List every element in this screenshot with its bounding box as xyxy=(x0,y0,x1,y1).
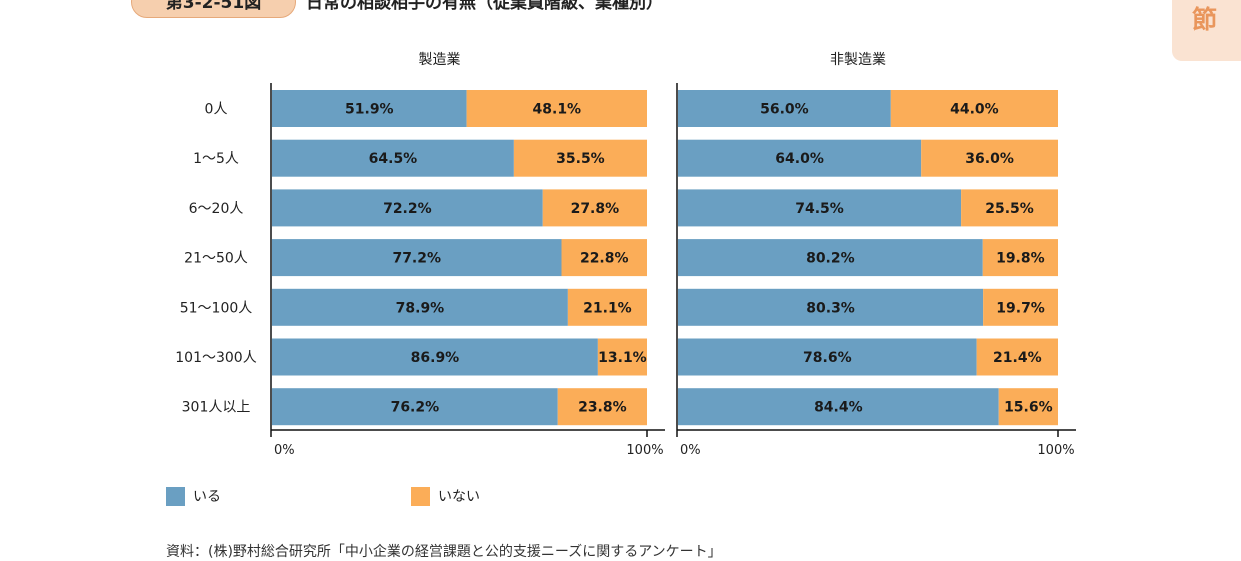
data-label-panel0-row3-series0: 77.2% xyxy=(392,251,441,267)
bar-panel0-row5-series1 xyxy=(597,338,647,376)
bar-panel0-row5-series0 xyxy=(272,338,598,376)
category-label-row0: 0人 xyxy=(205,102,228,118)
data-label-panel1-row3-series0: 80.2% xyxy=(806,251,855,267)
data-label-panel1-row3-series1: 19.8% xyxy=(996,251,1045,267)
data-label-panel0-row6-series0: 76.2% xyxy=(391,400,440,416)
x-tick-label-0-panel0: 0% xyxy=(274,443,295,458)
legend-label-inai: いない xyxy=(438,489,480,505)
legend-label-iru: いる xyxy=(193,489,221,505)
bar-panel1-row6-series1 xyxy=(998,388,1058,426)
data-label-panel1-row4-series0: 80.3% xyxy=(806,300,855,316)
figure-title: 日常の相談相手の有無（従業員階級、業種別） xyxy=(306,0,663,13)
bar-panel1-row4-series1 xyxy=(983,288,1058,326)
bar-panel1-row3-series1 xyxy=(982,239,1058,277)
data-label-panel0-row2-series1: 27.8% xyxy=(571,201,620,217)
bar-panel0-row2-series1 xyxy=(542,189,647,227)
bar-panel0-row0-series0 xyxy=(272,90,467,127)
data-label-panel0-row1-series0: 64.5% xyxy=(369,151,418,167)
data-label-panel1-row4-series1: 19.7% xyxy=(996,300,1045,316)
x-tick-label-100-panel1: 100% xyxy=(1037,443,1074,458)
bar-panel1-row0-series0 xyxy=(678,90,891,127)
bar-panel0-row6-series0 xyxy=(272,388,558,426)
legend-swatch-iru xyxy=(166,486,185,506)
bar-panel1-row4-series0 xyxy=(678,288,984,326)
data-label-panel1-row1-series0: 64.0% xyxy=(775,151,824,167)
category-label-row4: 51〜100人 xyxy=(180,300,253,316)
bar-panel1-row3-series0 xyxy=(678,239,983,277)
data-label-panel1-row6-series0: 84.4% xyxy=(814,400,863,416)
figure-number-badge: 第3-2-51図 xyxy=(131,0,296,18)
bar-panel1-row5-series1 xyxy=(976,338,1058,376)
category-label-row3: 21〜50人 xyxy=(184,251,248,267)
bar-panel1-row1-series0 xyxy=(678,139,922,177)
category-label-row6: 301人以上 xyxy=(182,400,251,416)
legend-item-inai: いない xyxy=(411,486,480,506)
section-tab-label: 節 xyxy=(1192,5,1218,34)
x-tick-label-0-panel1: 0% xyxy=(680,443,701,458)
legend-item-iru: いる xyxy=(166,486,221,506)
category-label-row5: 101〜300人 xyxy=(175,350,256,366)
data-label-panel0-row0-series1: 48.1% xyxy=(533,102,582,118)
x-tick-label-100-panel0: 100% xyxy=(626,443,663,458)
section-tab[interactable]: 節 xyxy=(1172,0,1241,61)
data-label-panel1-row0-series1: 44.0% xyxy=(950,102,999,118)
panel-title-0: 製造業 xyxy=(419,52,461,68)
source-note: 資料：(株)野村総合研究所「中小企業の経営課題と公的支援ニーズに関するアンケート… xyxy=(166,544,722,560)
bar-panel0-row1-series0 xyxy=(272,139,514,177)
data-label-panel0-row5-series1: 13.1% xyxy=(598,350,647,366)
bar-panel0-row4-series0 xyxy=(272,288,568,326)
data-label-panel0-row2-series0: 72.2% xyxy=(383,201,432,217)
bar-panel0-row3-series1 xyxy=(561,239,647,277)
data-label-panel0-row0-series0: 51.9% xyxy=(345,102,394,118)
data-label-panel1-row6-series1: 15.6% xyxy=(1004,400,1053,416)
panel-title-1: 非製造業 xyxy=(830,52,886,68)
data-label-panel0-row1-series1: 35.5% xyxy=(556,151,605,167)
bar-panel1-row0-series1 xyxy=(890,90,1058,127)
data-label-panel1-row5-series1: 21.4% xyxy=(993,350,1042,366)
category-label-row1: 1〜5人 xyxy=(193,151,239,167)
bar-panel0-row3-series0 xyxy=(272,239,562,277)
bar-panel1-row6-series0 xyxy=(678,388,999,426)
bar-panel1-row2-series0 xyxy=(678,189,962,227)
bar-panel0-row6-series1 xyxy=(557,388,647,426)
data-label-panel0-row4-series1: 21.1% xyxy=(583,300,632,316)
data-label-panel1-row2-series0: 74.5% xyxy=(795,201,844,217)
data-label-panel1-row2-series1: 25.5% xyxy=(985,201,1034,217)
data-label-panel1-row0-series0: 56.0% xyxy=(760,102,809,118)
category-label-row2: 6〜20人 xyxy=(189,201,244,217)
data-label-panel0-row4-series0: 78.9% xyxy=(396,300,445,316)
bar-panel0-row1-series1 xyxy=(513,139,647,177)
data-label-panel0-row3-series1: 22.8% xyxy=(580,251,629,267)
bar-panel0-row4-series1 xyxy=(567,288,647,326)
bar-panel0-row0-series1 xyxy=(466,90,647,127)
bar-panel1-row1-series1 xyxy=(921,139,1058,177)
legend-swatch-inai xyxy=(411,486,430,506)
data-label-panel1-row5-series0: 78.6% xyxy=(803,350,852,366)
bar-panel1-row2-series1 xyxy=(961,189,1058,227)
bar-panel0-row2-series0 xyxy=(272,189,543,227)
bar-panel1-row5-series0 xyxy=(678,338,977,376)
data-label-panel0-row6-series1: 23.8% xyxy=(578,400,627,416)
data-label-panel1-row1-series1: 36.0% xyxy=(965,151,1014,167)
data-label-panel0-row5-series0: 86.9% xyxy=(411,350,460,366)
